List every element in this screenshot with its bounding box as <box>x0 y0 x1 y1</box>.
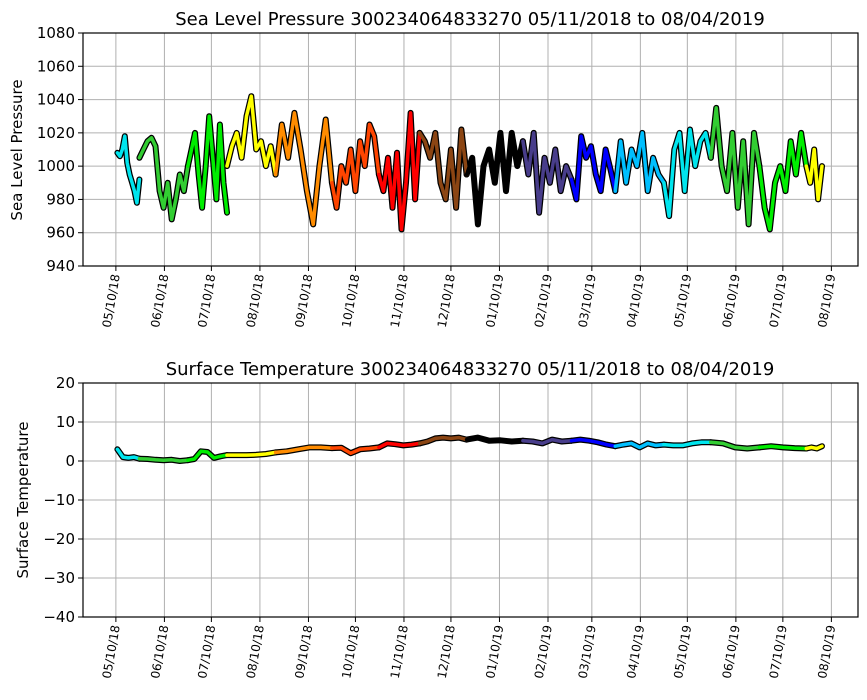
x-tick-label: 07/10/19 <box>767 273 790 329</box>
series-segment <box>115 447 142 461</box>
x-tick-label: 06/10/19 <box>720 273 743 329</box>
x-tick-label: 07/10/19 <box>767 624 790 680</box>
x-tick-label: 08/10/18 <box>244 273 267 329</box>
series-segment <box>464 435 525 444</box>
series-segment <box>330 445 381 455</box>
series-segment <box>569 134 618 202</box>
x-tick-label: 11/10/18 <box>388 624 411 680</box>
series-segment <box>225 450 278 457</box>
x-tick-label: 08/10/18 <box>244 624 267 680</box>
x-tick-label: 11/10/18 <box>388 273 411 329</box>
x-tick-label: 05/10/18 <box>100 624 123 680</box>
y-tick-label: 960 <box>46 224 75 242</box>
series-segment <box>757 444 809 451</box>
series-segment <box>377 441 422 450</box>
y-tick-label: 10 <box>56 413 75 431</box>
x-tick-label: 07/10/18 <box>195 624 218 680</box>
x-tick-label: 06/10/18 <box>148 273 171 329</box>
series-segment <box>417 435 469 446</box>
series-segment <box>709 440 762 451</box>
series-segment <box>757 131 809 232</box>
y-tick-label: 1020 <box>37 124 75 142</box>
y-tick-label: −10 <box>43 491 75 509</box>
x-tick-label: 07/10/18 <box>195 273 218 329</box>
plot-frame <box>82 32 859 267</box>
series-segment <box>225 94 278 177</box>
x-tick-label: 04/10/19 <box>624 273 647 329</box>
x-tick-label: 06/10/19 <box>720 624 743 680</box>
y-tick-label: −20 <box>43 530 75 548</box>
y-tick-label: 1040 <box>37 91 75 109</box>
y-tick-label: 0 <box>65 452 75 470</box>
series-segment <box>186 449 229 462</box>
x-tick-label: 05/10/19 <box>671 624 694 680</box>
series-segment <box>804 444 824 451</box>
x-tick-label: 12/10/18 <box>435 273 458 329</box>
x-tick-label: 09/10/18 <box>292 273 315 329</box>
y-tick-label: 20 <box>56 374 75 392</box>
y-tick-label: 1060 <box>37 57 75 75</box>
x-tick-label: 09/10/18 <box>292 624 315 680</box>
series-segment <box>521 131 574 215</box>
series-segment <box>273 111 334 227</box>
series-segment <box>662 440 713 448</box>
y-tick-label: 1080 <box>37 24 75 42</box>
x-tick-label: 08/10/19 <box>815 273 838 329</box>
pressure-y-axis-label: Sea Level Pressure <box>8 79 26 220</box>
series-segment <box>417 127 469 210</box>
x-tick-label: 08/10/19 <box>815 624 838 680</box>
series-segment <box>137 136 190 222</box>
series-segment <box>662 127 713 218</box>
temperature-chart: Surface Temperature 300234064833270 05/1… <box>14 359 859 680</box>
x-tick-label: 05/10/18 <box>100 273 123 329</box>
y-tick-label: 1000 <box>37 157 75 175</box>
y-tick-label: −40 <box>43 608 75 626</box>
series-segment <box>115 134 142 205</box>
series-segment <box>709 106 762 227</box>
x-tick-label: 03/10/19 <box>576 624 599 680</box>
series-segment <box>521 437 574 446</box>
x-tick-label: 12/10/18 <box>435 624 458 680</box>
x-tick-label: 10/10/18 <box>339 273 362 329</box>
temperature-y-axis-label: Surface Temperature <box>14 422 32 579</box>
series-segment <box>613 131 666 193</box>
x-tick-label: 01/10/19 <box>483 624 506 680</box>
temperature-chart-title: Surface Temperature 300234064833270 05/1… <box>166 359 775 380</box>
series-segment <box>613 441 666 450</box>
series-segment <box>273 445 334 455</box>
series-segment <box>569 437 618 448</box>
y-tick-label: 980 <box>46 190 75 208</box>
y-tick-label: 940 <box>46 257 75 275</box>
series-segment <box>377 111 422 232</box>
x-tick-label: 10/10/18 <box>339 624 362 680</box>
x-tick-label: 03/10/19 <box>576 273 599 329</box>
series-segment <box>804 147 824 202</box>
y-tick-label: −30 <box>43 569 75 587</box>
x-tick-label: 02/10/19 <box>532 624 555 680</box>
series-segment <box>330 122 381 210</box>
pressure-chart-title: Sea Level Pressure 300234064833270 05/11… <box>175 9 765 30</box>
x-tick-label: 06/10/18 <box>148 624 171 680</box>
x-tick-label: 02/10/19 <box>532 273 555 329</box>
series-segment <box>137 456 190 463</box>
x-tick-label: 01/10/19 <box>483 273 506 329</box>
series-segment <box>186 114 229 215</box>
plot-frame <box>82 382 859 618</box>
pressure-chart: Sea Level Pressure 300234064833270 05/11… <box>8 9 859 329</box>
x-tick-label: 04/10/19 <box>624 624 647 680</box>
series-segment <box>464 131 525 227</box>
x-tick-label: 05/10/19 <box>671 273 694 329</box>
